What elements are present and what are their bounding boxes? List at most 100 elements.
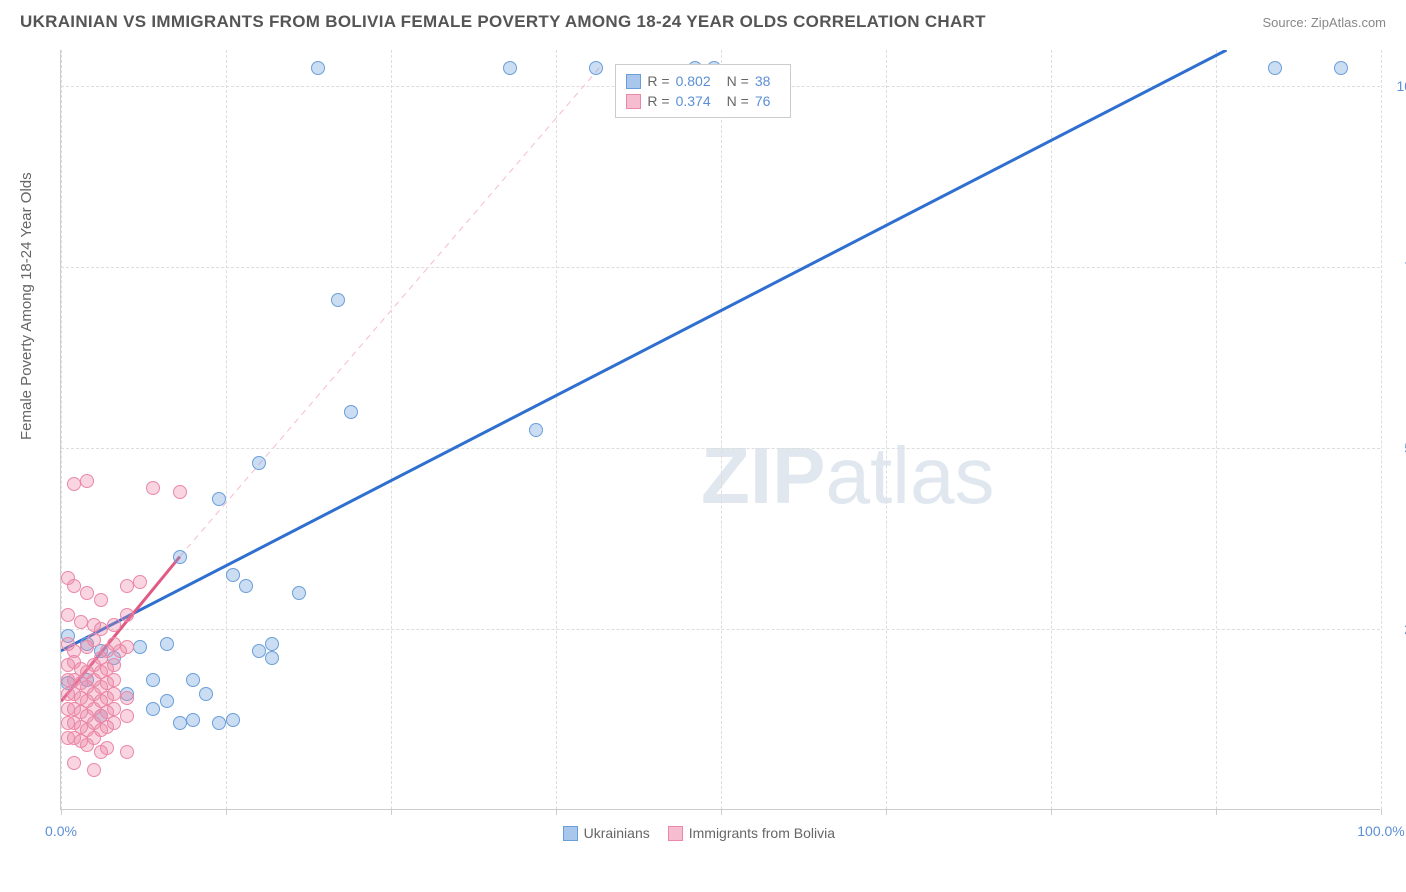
legend-item: Ukrainians — [563, 825, 650, 841]
trend-extension — [523, 72, 1183, 412]
scatter-point — [589, 61, 603, 75]
y-tick-label: 50.0% — [1386, 440, 1406, 456]
scatter-point — [226, 568, 240, 582]
r-value: 0.374 — [676, 93, 711, 109]
scatter-point — [146, 702, 160, 716]
scatter-point — [120, 691, 134, 705]
scatter-point — [212, 492, 226, 506]
n-label: N = — [727, 93, 749, 109]
legend-swatch — [626, 74, 641, 89]
y-axis-title: Female Poverty Among 18-24 Year Olds — [18, 172, 35, 440]
legend-label: Ukrainians — [584, 825, 650, 841]
scatter-point — [107, 618, 121, 632]
scatter-point — [107, 658, 121, 672]
scatter-point — [186, 713, 200, 727]
scatter-point — [120, 579, 134, 593]
scatter-point — [107, 687, 121, 701]
scatter-point — [67, 579, 81, 593]
gridline-vertical — [1381, 50, 1382, 809]
scatter-point — [61, 608, 75, 622]
scatter-point — [252, 456, 266, 470]
legend-swatch — [563, 826, 578, 841]
y-tick-label: 75.0% — [1386, 259, 1406, 275]
gridline-vertical — [391, 50, 392, 809]
scatter-point — [529, 423, 543, 437]
x-tick-label: 100.0% — [1357, 823, 1404, 839]
scatter-point — [107, 673, 121, 687]
scatter-point — [107, 716, 121, 730]
gridline-vertical — [721, 50, 722, 809]
n-value: 38 — [755, 73, 771, 89]
legend-swatch — [626, 94, 641, 109]
scatter-point — [252, 644, 266, 658]
n-value: 76 — [755, 93, 771, 109]
scatter-point — [87, 633, 101, 647]
scatter-point — [133, 575, 147, 589]
scatter-point — [87, 763, 101, 777]
scatter-point — [265, 651, 279, 665]
legend-label: Immigrants from Bolivia — [689, 825, 835, 841]
x-tick-mark — [886, 809, 887, 815]
scatter-point — [107, 702, 121, 716]
scatter-point — [226, 713, 240, 727]
correlation-legend: R = 0.802 N = 38 R = 0.374 N = 76 — [615, 64, 791, 118]
scatter-point — [1268, 61, 1282, 75]
scatter-point — [120, 640, 134, 654]
scatter-point — [67, 477, 81, 491]
scatter-point — [120, 745, 134, 759]
scatter-point — [199, 687, 213, 701]
scatter-point — [133, 640, 147, 654]
scatter-point — [160, 637, 174, 651]
r-value: 0.802 — [676, 73, 711, 89]
x-tick-mark — [226, 809, 227, 815]
gridline-vertical — [1051, 50, 1052, 809]
scatter-point — [94, 593, 108, 607]
x-tick-mark — [721, 809, 722, 815]
scatter-point — [173, 716, 187, 730]
x-tick-mark — [1051, 809, 1052, 815]
gridline-vertical — [556, 50, 557, 809]
legend-item: Immigrants from Bolivia — [668, 825, 835, 841]
scatter-point — [331, 293, 345, 307]
r-label: R = — [647, 73, 669, 89]
scatter-point — [67, 756, 81, 770]
legend-row: R = 0.374 N = 76 — [626, 91, 780, 111]
scatter-point — [186, 673, 200, 687]
chart-header: UKRAINIAN VS IMMIGRANTS FROM BOLIVIA FEM… — [0, 0, 1406, 40]
y-tick-label: 100.0% — [1386, 78, 1406, 94]
legend-row: R = 0.802 N = 38 — [626, 71, 780, 91]
chart-source: Source: ZipAtlas.com — [1262, 15, 1386, 30]
scatter-point — [173, 485, 187, 499]
scatter-point — [173, 550, 187, 564]
x-tick-mark — [61, 809, 62, 815]
scatter-point — [503, 61, 517, 75]
scatter-point — [311, 61, 325, 75]
x-tick-mark — [1381, 809, 1382, 815]
legend-swatch — [668, 826, 683, 841]
scatter-point — [292, 586, 306, 600]
x-tick-mark — [391, 809, 392, 815]
x-tick-label: 0.0% — [45, 823, 77, 839]
scatter-point — [146, 481, 160, 495]
scatter-point — [160, 694, 174, 708]
scatter-point — [1334, 61, 1348, 75]
series-legend: Ukrainians Immigrants from Bolivia — [563, 825, 845, 841]
scatter-point — [120, 608, 134, 622]
scatter-chart: ZIPatlas 25.0%50.0%75.0%100.0%0.0%100.0%… — [60, 50, 1380, 810]
scatter-point — [265, 637, 279, 651]
gridline-vertical — [226, 50, 227, 809]
chart-title: UKRAINIAN VS IMMIGRANTS FROM BOLIVIA FEM… — [20, 12, 986, 32]
gridline-vertical — [886, 50, 887, 809]
y-tick-label: 25.0% — [1386, 621, 1406, 637]
n-label: N = — [727, 73, 749, 89]
scatter-point — [80, 474, 94, 488]
r-label: R = — [647, 93, 669, 109]
gridline-vertical — [1216, 50, 1217, 809]
scatter-point — [87, 731, 101, 745]
watermark: ZIPatlas — [701, 430, 994, 522]
scatter-point — [146, 673, 160, 687]
x-tick-mark — [556, 809, 557, 815]
scatter-point — [80, 586, 94, 600]
scatter-point — [239, 579, 253, 593]
scatter-point — [120, 709, 134, 723]
